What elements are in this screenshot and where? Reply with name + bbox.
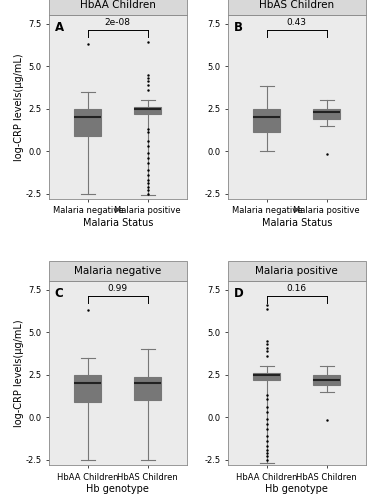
X-axis label: Malaria Status: Malaria Status — [83, 218, 153, 228]
X-axis label: Hb genotype: Hb genotype — [86, 484, 149, 494]
Text: Malaria positive: Malaria positive — [256, 266, 338, 276]
PathPatch shape — [253, 373, 280, 380]
Text: 0.16: 0.16 — [287, 284, 307, 294]
PathPatch shape — [74, 108, 101, 136]
PathPatch shape — [313, 375, 340, 385]
Text: 0.99: 0.99 — [108, 284, 128, 294]
X-axis label: Malaria Status: Malaria Status — [262, 218, 332, 228]
FancyBboxPatch shape — [228, 261, 366, 281]
Text: 2e-08: 2e-08 — [105, 18, 131, 27]
Text: D: D — [233, 287, 243, 300]
Text: C: C — [55, 287, 63, 300]
FancyBboxPatch shape — [49, 261, 187, 281]
Text: 0.43: 0.43 — [287, 18, 307, 27]
Y-axis label: log-CRP levels(µg/mL): log-CRP levels(µg/mL) — [14, 53, 24, 160]
FancyBboxPatch shape — [49, 0, 187, 15]
PathPatch shape — [134, 107, 161, 114]
Text: A: A — [55, 20, 64, 34]
PathPatch shape — [74, 375, 101, 402]
PathPatch shape — [134, 376, 161, 400]
X-axis label: Hb genotype: Hb genotype — [265, 484, 328, 494]
FancyBboxPatch shape — [228, 0, 366, 15]
Text: B: B — [233, 20, 242, 34]
Text: HbAS Children: HbAS Children — [259, 0, 334, 10]
Text: Malaria negative: Malaria negative — [74, 266, 161, 276]
Text: HbAA Children: HbAA Children — [80, 0, 156, 10]
PathPatch shape — [253, 108, 280, 132]
PathPatch shape — [313, 108, 340, 118]
Y-axis label: log-CRP levels(µg/mL): log-CRP levels(µg/mL) — [14, 320, 24, 427]
